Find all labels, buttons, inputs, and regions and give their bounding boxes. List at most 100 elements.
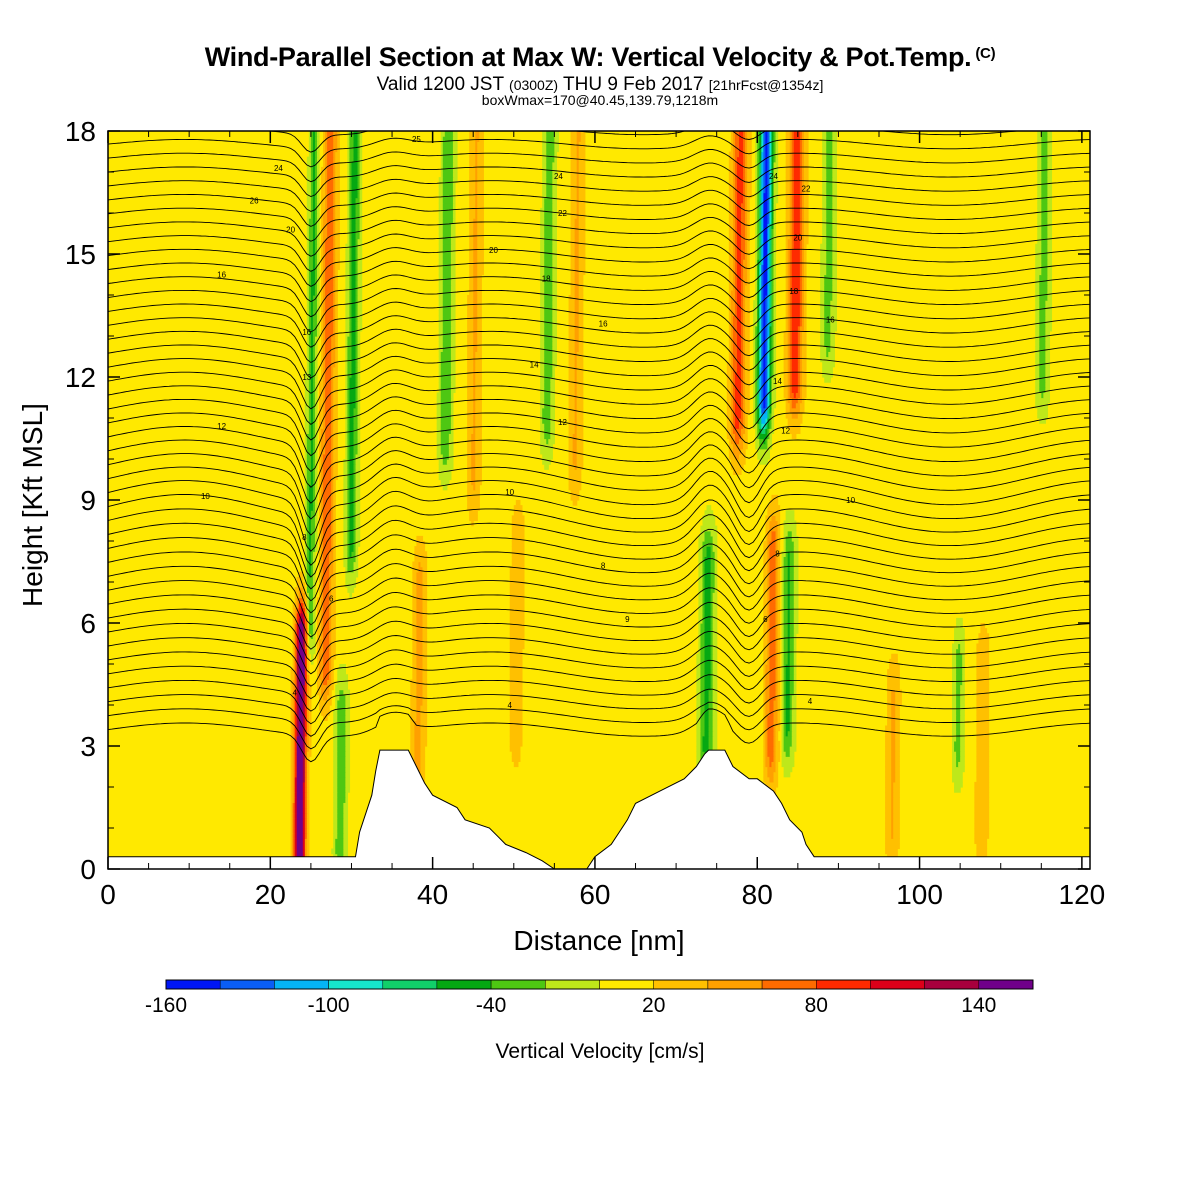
field-cell <box>302 602 306 609</box>
field-cell <box>467 464 472 470</box>
field-cell <box>414 725 422 732</box>
field-cell <box>294 689 298 696</box>
field-cell <box>799 259 803 265</box>
field-cell <box>700 530 706 537</box>
field-cell <box>333 556 336 563</box>
field-cell <box>568 402 576 409</box>
field-cell <box>803 295 807 301</box>
field-cell <box>349 438 355 445</box>
field-cell <box>467 366 474 373</box>
field-cell <box>310 443 314 450</box>
field-cell <box>803 310 807 317</box>
field-cell <box>728 305 732 311</box>
field-cell <box>321 254 324 260</box>
field-cell <box>308 274 312 281</box>
field-cell <box>956 715 961 721</box>
field-cell <box>323 561 330 568</box>
field-cell <box>773 207 777 214</box>
field-cell <box>700 633 706 639</box>
field-cell <box>734 213 738 219</box>
field-cell <box>333 730 338 737</box>
field-cell <box>757 202 760 209</box>
field-cell <box>477 346 482 352</box>
field-cell <box>310 192 314 199</box>
field-cell <box>767 295 771 301</box>
field-cell <box>347 382 351 388</box>
field-cell <box>791 248 801 255</box>
field-cell <box>333 433 338 440</box>
field-cell <box>826 248 833 255</box>
field-cell <box>769 259 773 265</box>
field-cell <box>345 295 351 301</box>
field-cell <box>345 284 351 291</box>
field-cell <box>422 664 428 670</box>
field-cell <box>775 612 779 619</box>
field-cell <box>357 412 361 419</box>
field-cell <box>785 412 793 419</box>
field-cell <box>327 187 334 194</box>
field-cell <box>333 838 336 844</box>
field-cell <box>763 397 766 404</box>
field-cell <box>333 238 336 245</box>
field-cell <box>799 305 803 311</box>
field-cell <box>578 264 586 270</box>
field-cell <box>763 438 766 445</box>
field-cell <box>335 300 338 306</box>
field-cell <box>302 689 306 696</box>
field-cell <box>355 223 361 229</box>
field-cell <box>568 438 574 445</box>
field-cell <box>698 561 704 568</box>
field-cell <box>333 438 338 445</box>
field-cell <box>759 192 762 199</box>
field-cell <box>312 474 316 481</box>
field-cell <box>477 254 484 260</box>
field-cell <box>355 453 361 460</box>
field-cell <box>325 264 334 270</box>
field-cell <box>1041 197 1048 204</box>
field-cell <box>769 392 773 399</box>
field-cell <box>552 315 557 322</box>
field-cell <box>475 479 482 486</box>
field-cell <box>353 535 357 542</box>
field-cell <box>741 428 746 434</box>
field-cell <box>440 366 452 373</box>
field-cell <box>803 202 809 209</box>
field-cell <box>316 315 320 322</box>
field-cell <box>355 556 359 563</box>
field-cell <box>801 341 807 347</box>
field-cell <box>706 546 712 552</box>
field-cell <box>292 781 296 788</box>
field-cell <box>954 633 965 639</box>
field-cell <box>826 187 833 194</box>
field-cell <box>345 300 351 306</box>
field-cell <box>974 812 990 819</box>
field-cell <box>732 371 736 378</box>
field-cell <box>467 377 474 383</box>
field-cell <box>540 264 545 270</box>
field-cell <box>316 295 320 301</box>
field-cell <box>473 320 478 327</box>
field-cell <box>319 551 322 557</box>
field-cell <box>732 428 742 434</box>
field-cell <box>775 669 779 675</box>
field-cell <box>304 720 308 727</box>
field-cell <box>349 330 353 337</box>
field-cell <box>1035 361 1040 368</box>
field-cell <box>763 192 768 199</box>
field-cell <box>473 402 476 409</box>
field-cell <box>420 730 428 737</box>
field-cell <box>302 617 306 624</box>
field-cell <box>416 664 424 670</box>
field-cell <box>732 346 738 352</box>
field-cell <box>306 664 310 670</box>
field-cell <box>471 520 474 527</box>
field-cell <box>895 751 900 757</box>
field-cell <box>412 587 417 593</box>
field-cell <box>321 448 326 455</box>
field-cell <box>323 320 326 327</box>
field-cell <box>789 223 793 229</box>
field-cell <box>314 248 318 255</box>
field-cell <box>333 233 336 240</box>
field-cell <box>893 828 900 834</box>
field-cell <box>327 218 334 224</box>
